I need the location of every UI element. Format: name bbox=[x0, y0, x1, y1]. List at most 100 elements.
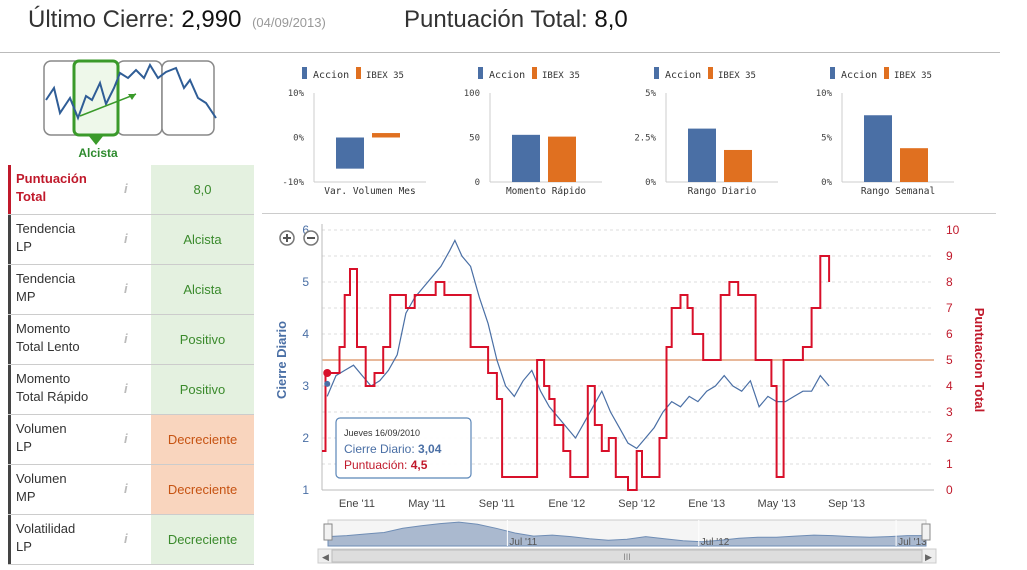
range-navigator[interactable]: Jul '11 Jul '12 Jul '13 ◀ ▶ III bbox=[316, 516, 938, 566]
x-tick-label: Sep '11 bbox=[479, 498, 515, 510]
legend-label-accion: Accion bbox=[665, 70, 701, 81]
score-row-value: Positivo bbox=[151, 315, 254, 364]
navigator-tick-label: Jul '13 bbox=[898, 537, 927, 548]
bar-chart-title: Rango Diario bbox=[688, 186, 757, 197]
x-tick-label: Ene '11 bbox=[339, 498, 375, 510]
navigator-area bbox=[327, 521, 927, 547]
trend-label: Alcista bbox=[78, 146, 118, 160]
section-divider bbox=[262, 213, 996, 214]
trend-indicator-icon bbox=[43, 59, 217, 145]
last-close: Último Cierre: 2,990 (04/09/2013) bbox=[28, 6, 326, 34]
legend-label-ibex: IBEX 35 bbox=[366, 71, 404, 81]
tooltip: Jueves 16/09/2010 Cierre Diario: 3,04 Punt… bbox=[335, 417, 472, 479]
bar-ibex bbox=[548, 136, 576, 182]
right-tick-label: 7 bbox=[946, 301, 953, 315]
total-score-label: Puntuación Total: bbox=[404, 6, 588, 33]
legend-swatch-accion bbox=[478, 67, 483, 79]
info-icon[interactable]: i bbox=[124, 481, 128, 496]
tooltip-score-value: 4,5 bbox=[411, 458, 428, 472]
score-row-trend-lp: Tendencia LP i Alcista bbox=[8, 215, 254, 265]
score-row-momentum-fast: Momento Total Rápido i Positivo bbox=[8, 365, 254, 415]
score-row-value: Positivo bbox=[151, 365, 254, 414]
right-tick-label: 8 bbox=[946, 275, 953, 289]
y-tick-label: 10% bbox=[288, 89, 305, 99]
legend-swatch-ibex bbox=[884, 67, 889, 79]
legend-label-accion: Accion bbox=[313, 70, 349, 81]
info-icon[interactable]: i bbox=[124, 181, 128, 196]
zoom-out-icon[interactable] bbox=[303, 230, 319, 246]
last-close-date: (04/09/2013) bbox=[252, 15, 326, 30]
zoom-in-icon[interactable] bbox=[279, 230, 295, 246]
x-tick-label: Ene '13 bbox=[688, 498, 725, 510]
score-row-label: Tendencia MP bbox=[8, 265, 121, 314]
right-tick-label: 2 bbox=[946, 431, 953, 445]
legend-label-ibex: IBEX 35 bbox=[542, 71, 580, 81]
tooltip-date: Jueves 16/09/2010 bbox=[344, 428, 420, 438]
total-score: Puntuación Total: 8,0 bbox=[404, 6, 628, 34]
navigator-handle-left[interactable] bbox=[323, 523, 333, 541]
info-icon[interactable]: i bbox=[124, 231, 128, 246]
right-axis-title: Puntuacion Total bbox=[972, 308, 987, 412]
x-tick-label: Sep '13 bbox=[828, 498, 865, 510]
y-tick-label: 0% bbox=[821, 178, 832, 188]
score-table: Puntuación Total i 8,0 Tendencia LP i Alci… bbox=[8, 165, 254, 565]
scroll-left-icon: ◀ bbox=[322, 552, 329, 562]
info-icon[interactable]: i bbox=[124, 431, 128, 446]
y-tick-label: 0% bbox=[645, 178, 656, 188]
info-icon[interactable]: i bbox=[124, 531, 128, 546]
navigator-tick-label: Jul '12 bbox=[701, 537, 730, 548]
tooltip-score: Puntuación: 4,5 bbox=[344, 458, 428, 472]
left-tick-label: 6 bbox=[302, 223, 309, 237]
legend-label-ibex: IBEX 35 bbox=[718, 71, 756, 81]
left-tick-label: 5 bbox=[302, 275, 309, 289]
bar-chart-title: Momento Rápido bbox=[506, 186, 586, 197]
y-tick-label: -10% bbox=[282, 178, 304, 188]
bar-accion bbox=[864, 115, 892, 182]
bar-accion bbox=[688, 128, 716, 182]
hover-point-price bbox=[324, 380, 331, 387]
score-row-trend-mp: Tendencia MP i Alcista bbox=[8, 265, 254, 315]
navigator-scrollbar-thumb[interactable] bbox=[331, 549, 923, 563]
right-tick-label: 0 bbox=[946, 483, 953, 497]
summary-header: Último Cierre: 2,990 (04/09/2013) Puntua… bbox=[0, 0, 1000, 53]
score-row-label: Volumen MP bbox=[8, 465, 121, 514]
right-tick-label: 3 bbox=[946, 405, 953, 419]
score-row-value: Alcista bbox=[151, 215, 254, 264]
bar-chart-panel: Accion IBEX 35 5% 2.5% 0% Rango Diario bbox=[634, 67, 778, 197]
tooltip-close-value: 3,04 bbox=[418, 442, 442, 456]
legend-swatch-accion bbox=[830, 67, 835, 79]
score-row-value: Decreciente bbox=[151, 515, 254, 564]
scroll-right-icon: ▶ bbox=[925, 552, 932, 562]
score-row-volatility-lp: Volatilidad LP i Decreciente bbox=[8, 515, 254, 565]
right-tick-label: 4 bbox=[946, 379, 953, 393]
navigator-handle-right[interactable] bbox=[921, 523, 931, 541]
legend-swatch-ibex bbox=[708, 67, 713, 79]
y-tick-label: 0% bbox=[293, 134, 304, 144]
right-tick-label: 9 bbox=[946, 249, 953, 263]
score-row-label: Momento Total Lento bbox=[8, 315, 121, 364]
left-tick-label: 2 bbox=[302, 431, 309, 445]
legend-label-accion: Accion bbox=[489, 70, 525, 81]
legend-swatch-accion bbox=[654, 67, 659, 79]
right-tick-label: 10 bbox=[946, 223, 960, 237]
score-row-label: Momento Total Rápido bbox=[8, 365, 121, 414]
score-row-value: Decreciente bbox=[151, 415, 254, 464]
score-row-volume-mp: Volumen MP i Decreciente bbox=[8, 465, 254, 515]
info-icon[interactable]: i bbox=[124, 381, 128, 396]
score-row-label: Volumen LP bbox=[8, 415, 121, 464]
x-tick-label: Sep '12 bbox=[618, 498, 655, 510]
score-row-label: Puntuación Total bbox=[8, 165, 121, 214]
scroll-grip-icon: III bbox=[623, 552, 631, 562]
left-axis-title: Cierre Diario bbox=[274, 321, 289, 399]
score-row-total: Puntuación Total i 8,0 bbox=[8, 165, 254, 215]
info-icon[interactable]: i bbox=[124, 281, 128, 296]
y-tick-label: 100 bbox=[464, 89, 480, 99]
bar-chart-panel: Accion IBEX 35 10% 0% -10% Var. Volumen Mes bbox=[282, 67, 426, 197]
legend-label-ibex: IBEX 35 bbox=[894, 71, 932, 81]
x-tick-label: May '13 bbox=[758, 498, 796, 510]
info-icon[interactable]: i bbox=[124, 331, 128, 346]
y-tick-label: 2.5% bbox=[634, 134, 656, 144]
x-tick-label: May '11 bbox=[408, 498, 445, 510]
bar-chart-panel: Accion IBEX 35 10% 5% 0% Rango Semanal bbox=[816, 67, 954, 197]
price-score-chart[interactable]: 1 2 3 4 5 6 0 1 2 3 4 5 6 7 8 9 10 Ene '11 May '11 Sep '11 E… bbox=[262, 218, 1002, 518]
